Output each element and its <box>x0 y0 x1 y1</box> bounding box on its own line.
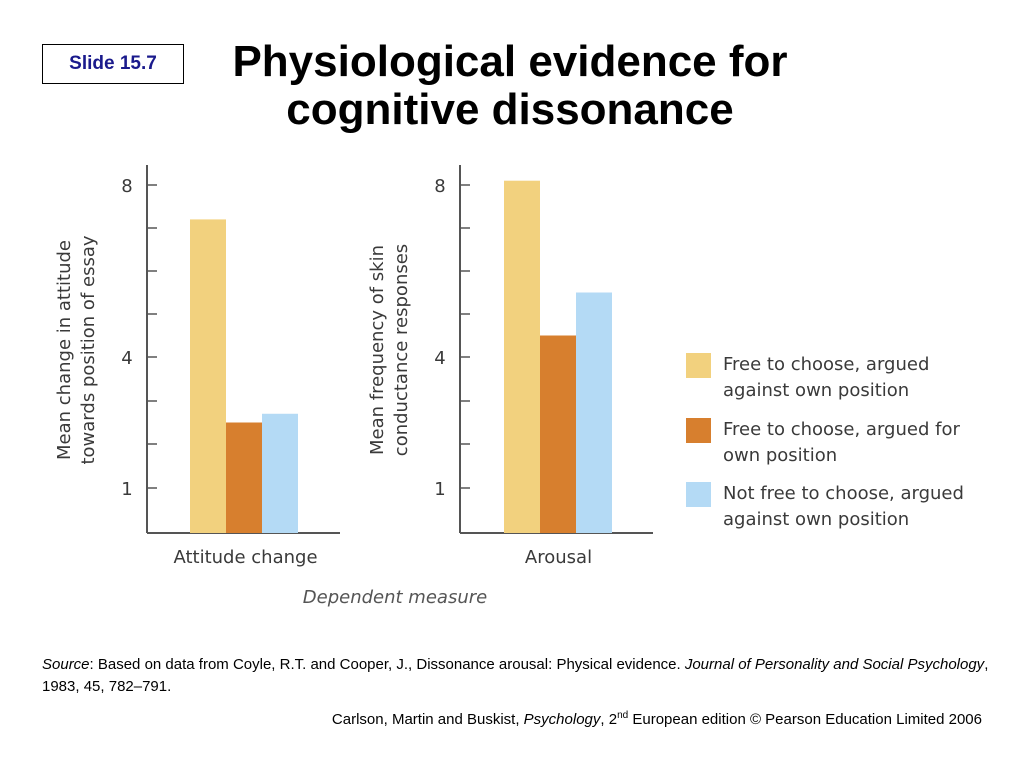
slide-title: Physiological evidence for cognitive dis… <box>200 38 820 134</box>
source-text: : Based on data from Coyle, R.T. and Coo… <box>89 656 685 673</box>
y-tick-label: 4 <box>121 348 132 369</box>
title-line-1: Physiological evidence for <box>232 37 788 86</box>
bar-chart: 8 4 1 Attitude change Mean change in attitud… <box>54 165 964 608</box>
legend-label-3: Not free to choose, argued <box>723 483 964 504</box>
legend-swatch-2 <box>686 418 711 443</box>
y-tick-label: 1 <box>434 479 445 500</box>
y-tick-label: 1 <box>121 479 132 500</box>
legend-swatch-3 <box>686 482 711 507</box>
y-axis-label: conductance responses <box>391 244 412 456</box>
bar-2-3 <box>576 292 612 533</box>
bar-2-2 <box>540 335 576 533</box>
bar-1-2 <box>226 422 262 533</box>
legend-label-1: Free to choose, argued <box>723 354 929 375</box>
legend-label-3: against own position <box>723 509 909 530</box>
y-axis-label: towards position of essay <box>78 235 99 464</box>
bar-1-1 <box>190 219 226 533</box>
journal-name: Journal of Personality and Social Psycho… <box>684 656 985 673</box>
legend-label-2: own position <box>723 445 837 466</box>
credit-publisher: European edition © Pearson Education Lim… <box>628 711 982 728</box>
citation-details: , 1983, 45, 782–791. <box>42 656 989 695</box>
legend-swatch-1 <box>686 353 711 378</box>
source-citation: Source: Based on data from Coyle, R.T. a… <box>42 654 992 698</box>
bar-1-3 <box>262 413 298 533</box>
x-category-label: Attitude change <box>173 547 317 568</box>
legend-label-1: against own position <box>723 380 909 401</box>
slide-number-badge: Slide 15.7 <box>42 44 184 84</box>
credit-edition-suffix: nd <box>617 710 629 721</box>
credit-edition: , 2 <box>600 711 618 728</box>
y-axis-label: Mean change in attitude <box>54 240 75 460</box>
y-tick-label: 8 <box>434 176 445 197</box>
credit-authors: Carlson, Martin and Buskist, <box>331 711 524 728</box>
source-label: Source <box>42 656 90 673</box>
y-axis-label: Mean frequency of skin <box>367 245 388 455</box>
copyright-credit: Carlson, Martin and Buskist, Psychology,… <box>332 710 982 728</box>
y-tick-label: 8 <box>121 176 132 197</box>
bar-2-1 <box>504 180 540 533</box>
x-category-label: Arousal <box>525 547 592 568</box>
credit-book: Psychology <box>523 711 601 728</box>
legend-label-2: Free to choose, argued for <box>723 419 960 440</box>
x-axis-title: Dependent measure <box>303 587 487 608</box>
y-tick-label: 4 <box>434 348 445 369</box>
title-line-2: cognitive dissonance <box>286 85 734 134</box>
